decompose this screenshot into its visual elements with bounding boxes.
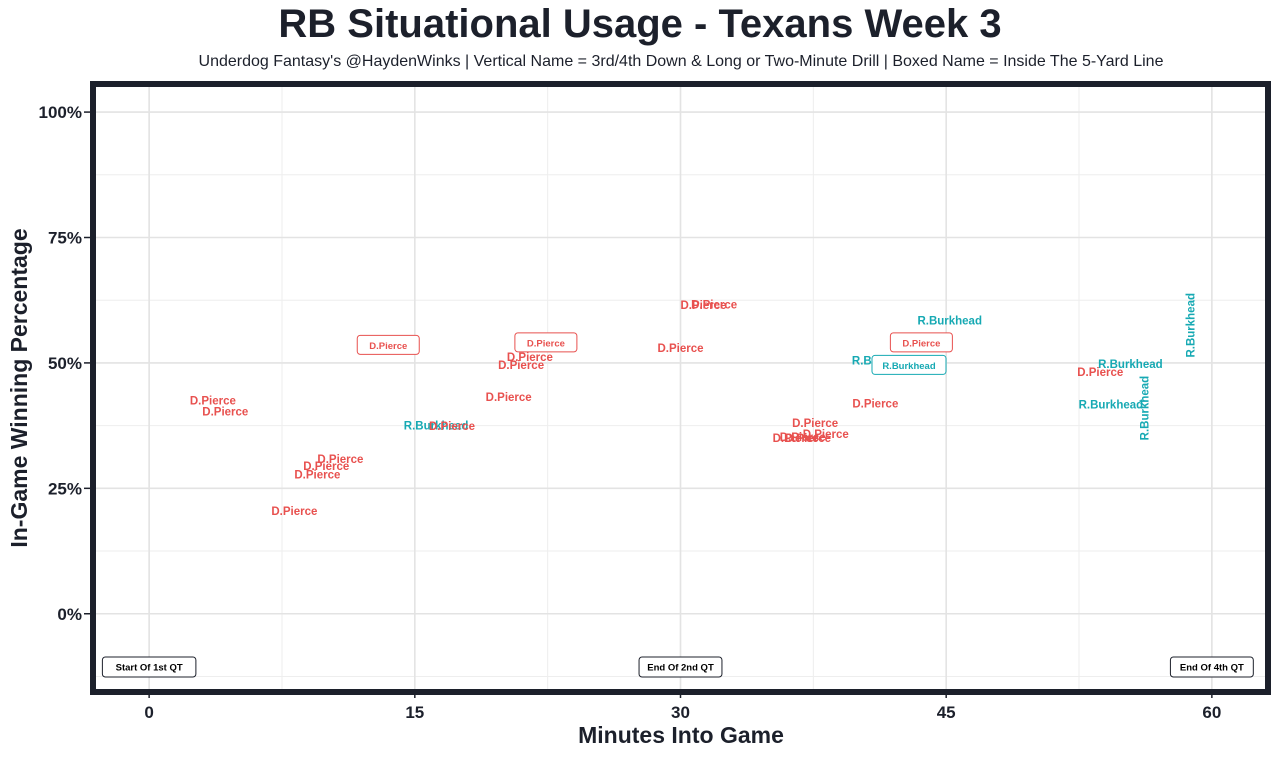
point-label: D.Pierce	[780, 432, 826, 444]
point-box	[871, 354, 947, 375]
point-label: D.Pierce	[691, 300, 737, 312]
point-label: D.Pierce	[527, 338, 565, 349]
point-label: D.Pierce	[294, 469, 340, 481]
point-label: D.Pierce	[486, 392, 532, 404]
point-label: D.Pierce	[271, 506, 317, 518]
point-label: R.Burkhead	[404, 421, 469, 433]
point-box	[356, 334, 420, 355]
quarter-marker-box	[101, 656, 197, 678]
y-tick-label: 50%	[48, 354, 82, 373]
point-label: R.Burkhead	[1079, 400, 1144, 412]
quarter-marker-label: Start Of 1st QT	[116, 663, 183, 674]
y-tick-label: 75%	[48, 229, 82, 248]
y-tick-label: 25%	[48, 479, 82, 498]
point-label-vertical: R.Burkhead	[1186, 293, 1198, 358]
quarter-marker-box	[1169, 656, 1254, 678]
point-label: D.Pierce	[303, 461, 349, 473]
point-box	[889, 332, 953, 353]
point-label: D.Pierce	[369, 341, 407, 352]
chart-title: RB Situational Usage - Texans Week 3	[278, 2, 1002, 46]
quarter-marker-label: End Of 2nd QT	[647, 663, 714, 674]
point-label: D.Pierce	[773, 433, 819, 445]
x-tick-label: 45	[937, 703, 956, 722]
quarter-marker-box	[638, 656, 723, 678]
x-axis-label: Minutes Into Game	[578, 722, 784, 748]
x-tick-label: 30	[671, 703, 690, 722]
quarter-markers: Start Of 1st QT End Of 2nd QT End Of 4th Q…	[101, 656, 1254, 678]
point-label: D.Pierce	[792, 418, 838, 430]
point-label-boxed: R.Burkhead	[871, 354, 947, 375]
point-label: D.Pierce	[507, 352, 553, 364]
y-axis-label: In-Game Winning Percentage	[6, 228, 32, 547]
point-label: D.Pierce	[657, 343, 703, 355]
point-label: R.Burkhead	[1098, 359, 1163, 371]
y-tick-label: 0%	[57, 605, 82, 624]
point-label-boxed: D.Pierce	[514, 332, 578, 353]
point-label: D.Pierce	[681, 300, 727, 312]
point-label: D.Pierce	[429, 421, 475, 433]
axis-layer: 0 15 30 45 60 0% 25% 50% 75% 100%	[39, 103, 1222, 722]
quarter-marker-label: End Of 4th QT	[1180, 663, 1244, 674]
point-label: R.Burkhead	[882, 361, 936, 372]
point-label: D.Pierce	[498, 360, 544, 372]
point-label: D.Pierce	[190, 396, 236, 408]
chart-subtitle: Underdog Fantasy's @HaydenWinks | Vertic…	[198, 53, 1164, 70]
quarter-marker: End Of 4th QT	[1169, 656, 1254, 678]
x-tick-label: 60	[1202, 703, 1221, 722]
point-label: D.Pierce	[803, 429, 849, 441]
point-label-vertical: R.Burkhead	[1140, 376, 1152, 441]
point-box	[514, 332, 578, 353]
point-label-boxed: D.Pierce	[356, 334, 420, 355]
point-label: D.Pierce	[785, 433, 831, 445]
point-label: D.Pierce	[317, 454, 363, 466]
point-label: D.Pierce	[202, 407, 248, 419]
point-label: D.Pierce	[1077, 367, 1123, 379]
x-tick-label: 0	[144, 703, 153, 722]
quarter-marker: End Of 2nd QT	[638, 656, 723, 678]
data-labels: D.PierceD.PierceD.PierceD.PierceD.Pierce…	[190, 293, 1198, 518]
grid-layer	[96, 87, 1265, 689]
x-tick-label: 15	[405, 703, 424, 722]
point-label: D.Pierce	[852, 399, 898, 411]
point-label: R.Burkhead	[917, 315, 982, 327]
point-label: D.Pierce	[902, 338, 940, 349]
point-label-boxed: D.Pierce	[889, 332, 953, 353]
quarter-marker: Start Of 1st QT	[101, 656, 197, 678]
y-tick-label: 100%	[39, 103, 82, 122]
